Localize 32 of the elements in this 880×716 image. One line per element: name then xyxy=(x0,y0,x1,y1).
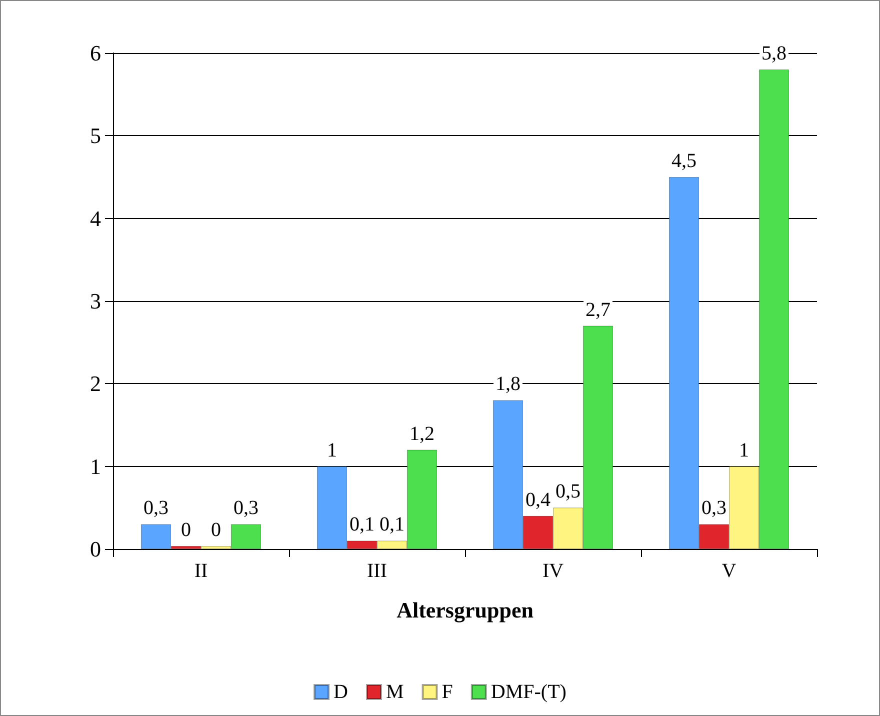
x-tick-label: III xyxy=(367,560,387,582)
data-label: 1,8 xyxy=(496,373,520,396)
data-label: 4,5 xyxy=(672,150,696,172)
y-tick-label: 6 xyxy=(90,40,101,66)
legend-label: M xyxy=(386,681,404,703)
x-tick-label: II xyxy=(194,560,208,582)
data-label: 0,3 xyxy=(144,497,168,520)
legend-label: D xyxy=(334,681,348,703)
data-label: 1 xyxy=(739,439,749,462)
legend-label: F xyxy=(442,681,453,703)
data-label: 0,1 xyxy=(350,514,374,536)
y-tick-label: 1 xyxy=(90,454,101,479)
data-label: 2,7 xyxy=(586,298,610,321)
data-label: 0,4 xyxy=(526,488,550,511)
data-label: 0,5 xyxy=(556,480,580,503)
data-label: 0,3 xyxy=(234,497,258,520)
data-label: 1,2 xyxy=(410,422,434,445)
y-tick-label: 3 xyxy=(90,288,101,314)
y-tick-label: 2 xyxy=(90,371,101,396)
data-label: 0 xyxy=(181,519,191,541)
y-tick-label: 0 xyxy=(90,536,101,562)
data-label: 0,3 xyxy=(702,497,726,520)
data-label: 1 xyxy=(327,439,337,462)
data-label: 5,8 xyxy=(762,42,786,65)
data-label: 0,1 xyxy=(380,514,404,536)
x-tick-label: V xyxy=(722,560,737,582)
data-label: 0 xyxy=(211,519,221,541)
x-axis-title: Altersgruppen xyxy=(396,598,534,622)
x-tick-label: IV xyxy=(542,560,564,582)
y-tick-label: 4 xyxy=(90,206,101,231)
legend-label: DMF-(T) xyxy=(490,681,566,703)
y-tick-label: 5 xyxy=(90,123,101,148)
